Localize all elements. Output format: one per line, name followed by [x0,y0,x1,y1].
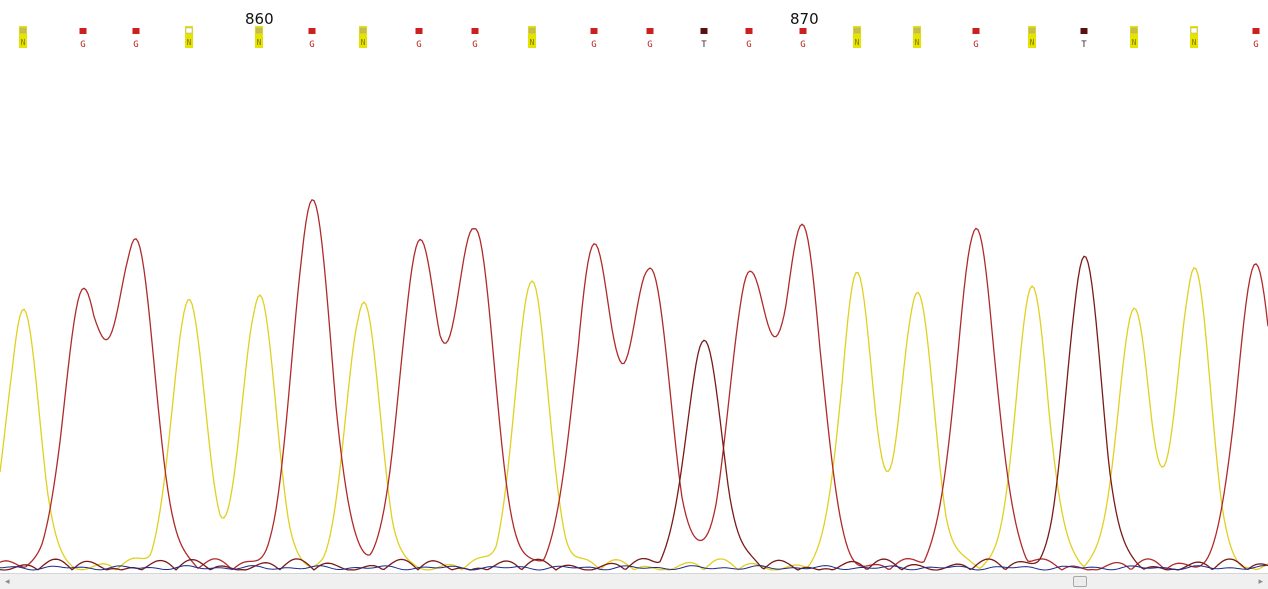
base-call-1: N [19,26,27,48]
svg-text:N: N [257,38,262,47]
position-label-860: 860 [245,10,274,28]
scroll-thumb[interactable] [1072,576,1087,587]
svg-text:G: G [80,40,85,50]
base-call-5: N [255,26,263,48]
svg-text:G: G [973,40,978,50]
base-call-12: G [646,28,654,50]
svg-text:G: G [1253,40,1258,50]
svg-text:N: N [1132,38,1137,47]
scroll-left-arrow-icon[interactable]: ◂ [5,577,10,587]
svg-text:N: N [530,38,535,47]
base-call-7: N [359,26,367,48]
horizontal-scrollbar[interactable]: ◂ ▸ [0,573,1268,589]
svg-text:G: G [591,40,596,50]
base-call-16: N [853,26,861,48]
svg-text:G: G [746,40,751,50]
trace-a [0,266,1268,571]
svg-text:G: G [472,40,477,50]
base-call-3: G [132,28,140,50]
base-call-22: N [1190,26,1198,48]
svg-text:N: N [187,38,192,47]
base-call-17: N [913,26,921,48]
base-call-20: T [1080,28,1088,50]
svg-text:G: G [309,40,314,50]
trace-lines [0,198,1268,571]
svg-text:N: N [1030,38,1035,47]
base-call-11: G [590,28,598,50]
base-call-19: N [1028,26,1036,48]
svg-text:T: T [701,40,707,50]
trace-t [0,255,1268,571]
svg-text:N: N [915,38,920,47]
base-call-6: G [308,28,316,50]
base-call-21: N [1130,26,1138,48]
svg-text:G: G [647,40,652,50]
svg-text:G: G [416,40,421,50]
base-call-2: G [79,28,87,50]
svg-text:N: N [361,38,366,47]
base-call-13: T [700,28,708,50]
base-call-9: G [471,28,479,50]
trace-g [0,198,1268,571]
svg-text:T: T [1081,40,1087,50]
svg-text:N: N [855,38,860,47]
svg-text:N: N [21,38,26,47]
base-call-8: G [415,28,423,50]
base-call-10: N [528,26,536,48]
position-label-870: 870 [790,10,819,28]
base-call-4: N [185,26,193,48]
base-call-14: G [745,28,753,50]
scroll-right-arrow-icon[interactable]: ▸ [1258,577,1263,587]
svg-text:G: G [133,40,138,50]
svg-text:N: N [1192,38,1197,47]
svg-text:G: G [800,40,805,50]
base-call-23: G [1252,28,1260,50]
base-call-18: G [972,28,980,50]
trace-c [0,565,1266,571]
base-call-15: G [799,28,807,50]
